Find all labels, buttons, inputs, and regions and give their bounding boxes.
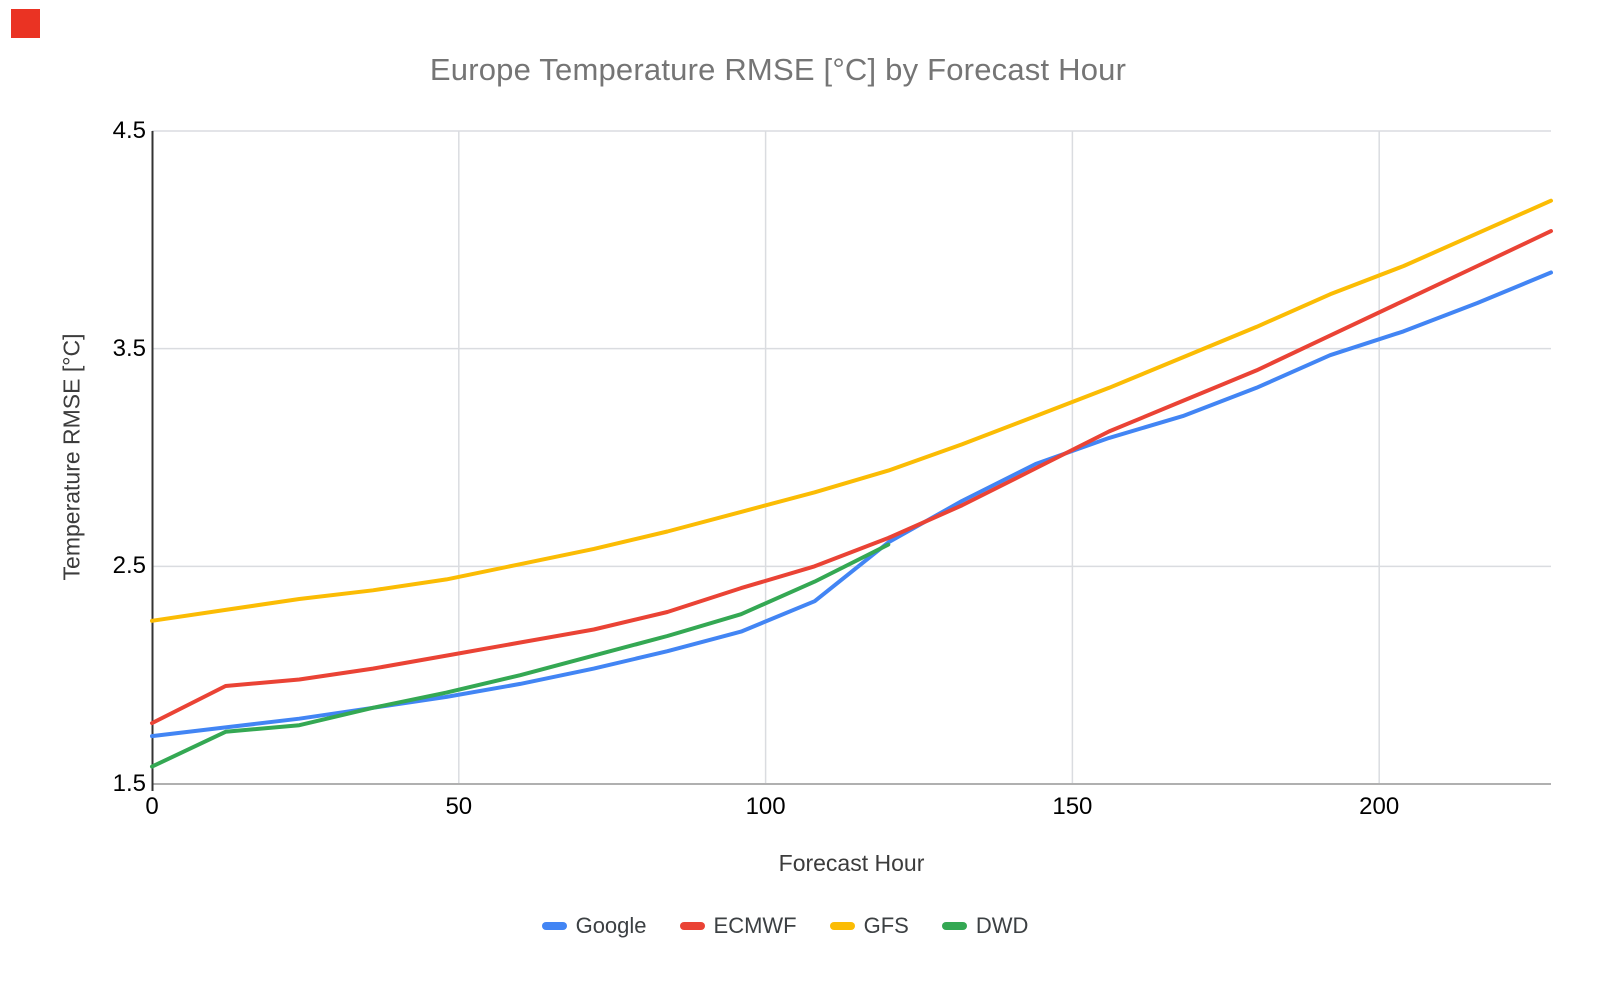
legend-label: DWD (975, 913, 1029, 938)
x-tick-label: 150 (1052, 793, 1093, 820)
y-tick-label: 1.5 (112, 770, 146, 797)
legend: Google ECMWF GFS DWD (0, 912, 1570, 940)
series-line-dwd (150, 542, 891, 769)
legend-label: ECMWF (713, 913, 797, 938)
y-tick-label: 4.5 (112, 117, 146, 144)
y-tick-label: 2.5 (112, 552, 146, 580)
legend-item-dwd: DWD (941, 913, 1029, 939)
legend-item-google: Google (541, 913, 647, 939)
legend-item-gfs: GFS (829, 913, 909, 939)
x-tick-label: 0 (145, 793, 159, 820)
y-tick-label: 3.5 (112, 334, 146, 362)
x-tick-label: 50 (445, 793, 473, 820)
series-line-google (150, 270, 1553, 739)
x-axis-title: Forecast Hour (778, 850, 925, 876)
x-tick-label: 100 (745, 793, 786, 820)
legend-label: Google (575, 913, 647, 938)
series-line-gfs (150, 198, 1553, 623)
legend-swatch-icon (829, 922, 855, 930)
series-line-ecmwf (150, 229, 1553, 726)
y-axis-title: Temperature RMSE [°C] (58, 333, 85, 581)
x-tick-label: 200 (1359, 793, 1400, 820)
legend-item-ecmwf: ECMWF (679, 913, 797, 939)
legend-swatch-icon (541, 922, 567, 930)
legend-swatch-icon (941, 922, 967, 930)
red-marker-square (11, 9, 40, 38)
legend-swatch-icon (679, 922, 705, 930)
chart-title: Europe Temperature RMSE [°C] by Forecast… (429, 52, 1127, 87)
legend-label: GFS (863, 913, 909, 938)
